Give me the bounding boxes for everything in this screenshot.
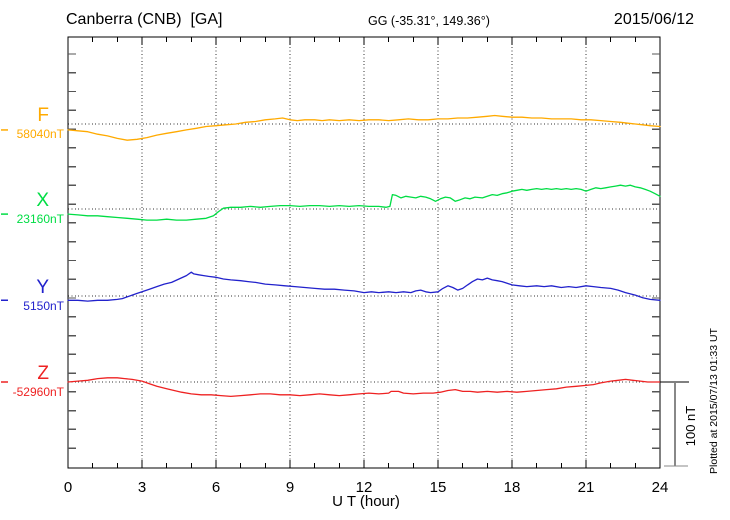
x-tick-label-15: 15: [430, 479, 447, 496]
station-title: Canberra (CNB) [GA]: [66, 11, 223, 28]
x-tick-label-21: 21: [578, 479, 595, 496]
trace-label-Y: Y: [36, 277, 49, 298]
trace-F-line: [67, 114, 661, 141]
trace-label-F: F: [37, 105, 49, 126]
x-tick-label-9: 9: [286, 479, 294, 496]
x-tick-label-24: 24: [652, 479, 669, 496]
x-tick-label-6: 6: [212, 479, 220, 496]
trace-X-line: [67, 184, 661, 221]
trace-label-Z: Z: [37, 363, 49, 384]
x-tick-label-0: 0: [64, 479, 72, 496]
trace-label-X: X: [36, 190, 49, 211]
trace-baseline-value-Z: -52960nT: [12, 385, 64, 399]
trace-baseline-value-Y: 5150nT: [23, 299, 64, 313]
x-tick-label-3: 3: [138, 479, 146, 496]
plotted-at-note: Plotted at 2015/07/13 01:33 UT: [708, 327, 720, 474]
scale-bar-label: 100 nT: [683, 406, 698, 447]
plot-date: 2015/06/12: [613, 11, 694, 28]
trace-Y-line: [67, 271, 661, 302]
x-tick-label-18: 18: [504, 479, 521, 496]
trace-Z-line: [67, 377, 661, 398]
trace-baseline-value-F: 58040nT: [16, 127, 64, 141]
x-tick-label-12: 12: [356, 479, 373, 496]
x-axis-title: U T (hour): [332, 493, 400, 510]
trace-baseline-value-X: 23160nT: [16, 212, 64, 226]
station-coordinates: GG (-35.31°, 149.36°): [368, 14, 490, 28]
